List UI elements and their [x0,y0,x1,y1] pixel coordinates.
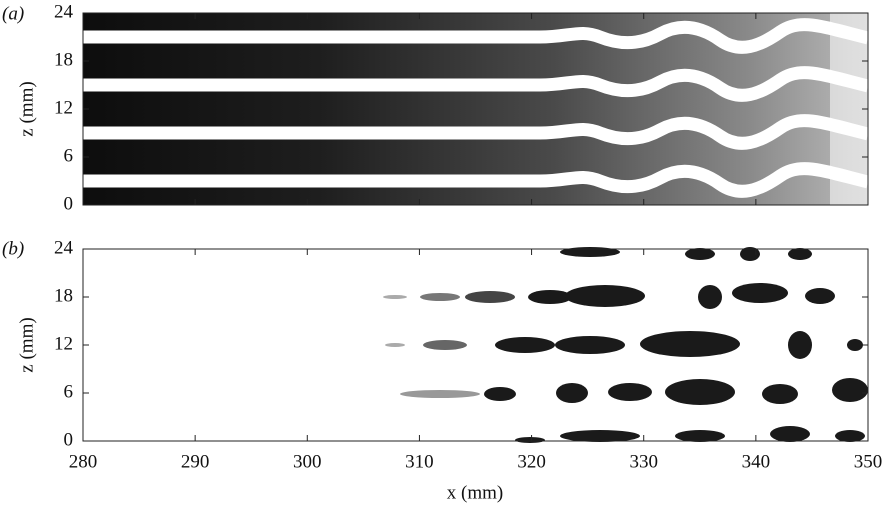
panel-label: (a) [2,3,24,24]
field-b [383,247,868,443]
y-tick-label: 18 [54,49,73,70]
y-tick-label: 24 [54,237,74,258]
y-tick-label: 0 [64,429,74,450]
y-tick-label: 18 [54,285,73,306]
x-tick-label: 280 [69,451,98,472]
panel-label: (b) [2,238,24,259]
x-axis-label: x (mm) [447,482,503,503]
plot-frame [82,248,869,442]
y-tick-label: 12 [54,97,73,118]
field-a [83,13,870,205]
x-tick-label: 310 [405,451,434,472]
x-tick-label: 320 [517,451,546,472]
x-tick-label: 350 [854,451,883,472]
y-tick-label: 12 [54,333,73,354]
y-axis-label: z (mm) [16,317,37,372]
x-tick-label: 290 [181,451,210,472]
y-tick-label: 6 [64,381,74,402]
y-tick-label: 24 [54,1,74,22]
y-tick-label: 6 [64,145,74,166]
x-tick-label: 300 [293,451,322,472]
x-tick-label: 340 [742,451,771,472]
y-axis-label: z (mm) [16,81,37,136]
y-tick-label: 0 [64,193,74,214]
x-tick-label: 330 [629,451,658,472]
